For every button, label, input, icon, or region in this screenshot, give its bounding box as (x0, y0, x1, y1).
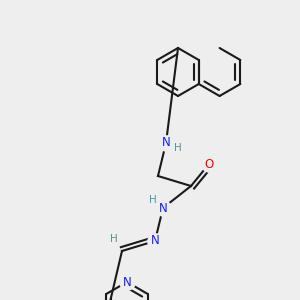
Text: N: N (159, 202, 167, 214)
Text: H: H (110, 234, 118, 244)
Text: N: N (162, 136, 170, 149)
Text: O: O (204, 158, 214, 170)
Text: N: N (151, 235, 159, 248)
Text: H: H (149, 195, 157, 205)
Text: N: N (123, 275, 131, 289)
Text: H: H (174, 143, 182, 153)
